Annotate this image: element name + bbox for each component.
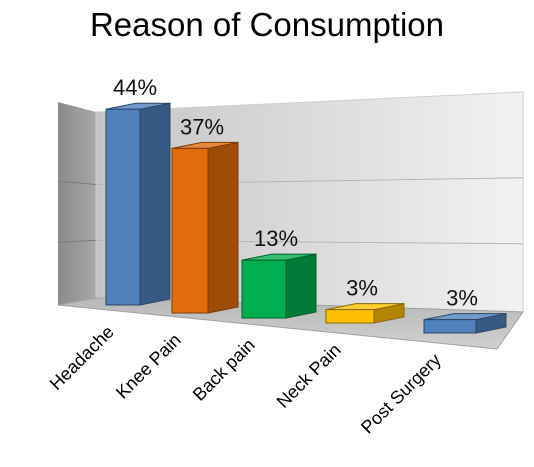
data-label: 37% (180, 114, 224, 139)
bar-front-face (423, 319, 477, 334)
gridline (57, 239, 97, 243)
bar-front-face (325, 309, 375, 324)
category-label: Neck Pain (273, 340, 345, 412)
bar (105, 102, 171, 306)
side-wall (58, 102, 96, 305)
data-label: 3% (346, 276, 378, 301)
category-label: Back pain (189, 335, 259, 405)
bar-side-face (139, 102, 171, 306)
value-labels: 44% 37% 13% 3% 3% (113, 75, 478, 310)
data-label: 13% (254, 226, 298, 251)
category-label: Post Surgery (357, 350, 445, 438)
bar (325, 303, 405, 324)
category-label: Headache (46, 322, 118, 394)
category-label: Knee Pain (112, 330, 185, 403)
bar (241, 253, 317, 319)
bar (171, 141, 239, 314)
bar (423, 313, 507, 334)
data-label: 3% (446, 286, 478, 311)
chart-title: Reason of Consumption (89, 6, 445, 43)
bars (105, 102, 507, 334)
bar-front-face (105, 108, 141, 306)
bar-front-face (241, 259, 287, 319)
bar-side-face (285, 253, 317, 319)
bar-front-face (171, 147, 209, 314)
bar-side-face (207, 141, 239, 314)
data-label: 44% (113, 75, 157, 100)
gridline (57, 180, 97, 186)
